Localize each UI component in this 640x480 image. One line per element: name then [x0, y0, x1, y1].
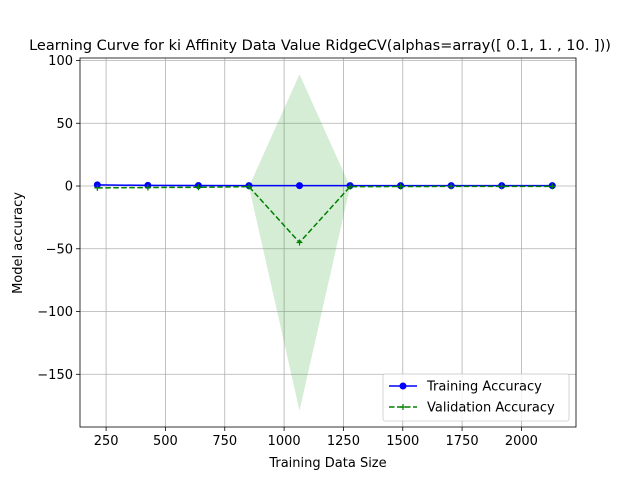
legend-validation-accuracy-marker — [400, 404, 406, 410]
legend: Training Accuracy Validation Accuracy — [382, 373, 570, 422]
plot-frame — [79, 57, 577, 428]
training-accuracy-line — [97, 184, 553, 187]
validation-accuracy-point — [549, 183, 556, 190]
y-tick-label: −100 — [37, 305, 73, 320]
confidence-bands — [97, 74, 553, 411]
validation-accuracy-point — [245, 183, 252, 190]
x-tick-label: 750 — [212, 434, 237, 449]
legend-training-accuracy-marker — [399, 382, 407, 390]
validation-accuracy-point — [448, 183, 455, 190]
x-tick-label: 250 — [94, 434, 119, 449]
axis-ticks: 250 500 750 1000 1250 1500 1750 2000100500−50−1… — [37, 54, 538, 449]
legend-training-accuracy-label: Training Accuracy — [426, 380, 542, 395]
y-tick-label: 0 — [65, 180, 73, 195]
y-tick-label: −50 — [46, 242, 73, 257]
validation-accuracy-point — [144, 184, 151, 191]
x-tick-label: 1000 — [268, 434, 301, 449]
x-tick-label: 500 — [153, 434, 178, 449]
x-tick-label: 1250 — [327, 434, 360, 449]
y-tick-label: 50 — [56, 117, 73, 132]
series-lines — [93, 181, 556, 246]
y-tick-label: 100 — [48, 54, 73, 69]
validation-accuracy-point — [195, 184, 202, 191]
validation-accuracy-line — [97, 185, 553, 244]
training-accuracy-point — [296, 182, 304, 190]
x-axis-label: Training Data Size — [268, 456, 386, 471]
validation-accuracy-point — [94, 184, 101, 191]
validation-accuracy-point — [296, 239, 303, 246]
validation-accuracy-band — [97, 74, 553, 411]
y-tick-label: −150 — [37, 368, 73, 383]
validation-accuracy-point — [347, 183, 354, 190]
y-axis-label: Model accuracy — [11, 192, 26, 294]
legend-validation-accuracy-label: Validation Accuracy — [427, 401, 555, 416]
validation-accuracy-point — [498, 183, 505, 190]
x-tick-label: 1750 — [446, 434, 479, 449]
x-tick-label: 2000 — [505, 434, 538, 449]
validation-accuracy-point — [397, 183, 404, 190]
legend-box — [382, 373, 570, 422]
chart-title: Learning Curve for ki Affinity Data Valu… — [29, 38, 611, 54]
x-tick-label: 1500 — [386, 434, 419, 449]
